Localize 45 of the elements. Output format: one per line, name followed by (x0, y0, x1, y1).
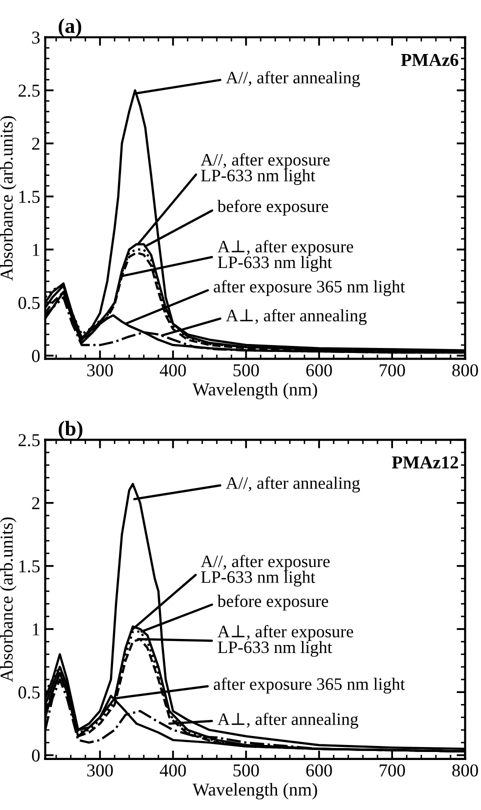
y-tick-label: 1 (32, 244, 40, 256)
y-tick-label: 1 (32, 623, 40, 636)
x-axis-title: Wavelength (nm) (192, 382, 318, 400)
x-tick-label: 800 (452, 764, 478, 777)
y-tick-label: 2.5 (18, 434, 40, 446)
y-tick-label: 2 (32, 138, 40, 150)
x-tick-label: 600 (306, 364, 332, 376)
x-tick-label: 500 (234, 764, 259, 777)
annotation: A//, after exposure LP-633 nm light (200, 153, 330, 185)
chart-title: (a) (58, 18, 82, 38)
y-tick-label: 0.5 (18, 296, 40, 310)
x-tick-label: 600 (306, 764, 332, 777)
annotation: before exposure (217, 594, 328, 611)
x-tick-label: 700 (380, 364, 405, 376)
annotation: A⊥, after exposure LP-633 nm light (218, 240, 354, 272)
x-tick-label: 400 (160, 764, 186, 777)
x-axis-title: Wavelength (nm) (192, 782, 318, 800)
x-tick-label: 400 (160, 364, 186, 376)
y-tick-label: 1.5 (19, 560, 40, 572)
annotation: PMAz6 (400, 54, 458, 66)
x-tick-label: 300 (87, 364, 113, 376)
y-tick-label: 0.5 (18, 686, 40, 699)
annotation: before exposure (217, 200, 328, 216)
y-tick-label: 0 (32, 749, 40, 762)
annotation: A⊥, after annealing (226, 309, 367, 326)
y-tick-label: 1.5 (19, 190, 40, 203)
x-tick-label: 500 (234, 364, 259, 376)
annotation: A//, after annealing (226, 476, 360, 492)
annotation: A//, after annealing (226, 71, 360, 88)
annotation: A⊥, after exposure LP-633 nm light (218, 625, 354, 657)
y-tick-label: 2 (32, 497, 40, 510)
annotation: after exposure 365 nm light (214, 678, 405, 694)
x-tick-label: 700 (380, 764, 405, 777)
annotation: A⊥, after annealing (218, 712, 358, 729)
annotation: PMAz12 (392, 456, 458, 468)
annotation: A//, after exposure LP-633 nm light (200, 554, 330, 587)
y-tick-label: 2.5 (18, 84, 40, 97)
annotation: after exposure 365 nm light (214, 280, 405, 296)
chart-title: (b) (58, 420, 82, 440)
x-tick-label: 800 (452, 364, 478, 376)
y-tick-label: 3 (32, 32, 40, 44)
y-axis-title: Absorbance (arb.units) (0, 116, 16, 281)
y-axis-title: Absorbance (arb.units) (0, 517, 16, 682)
x-tick-label: 300 (87, 764, 113, 777)
y-tick-label: 0 (32, 350, 40, 362)
